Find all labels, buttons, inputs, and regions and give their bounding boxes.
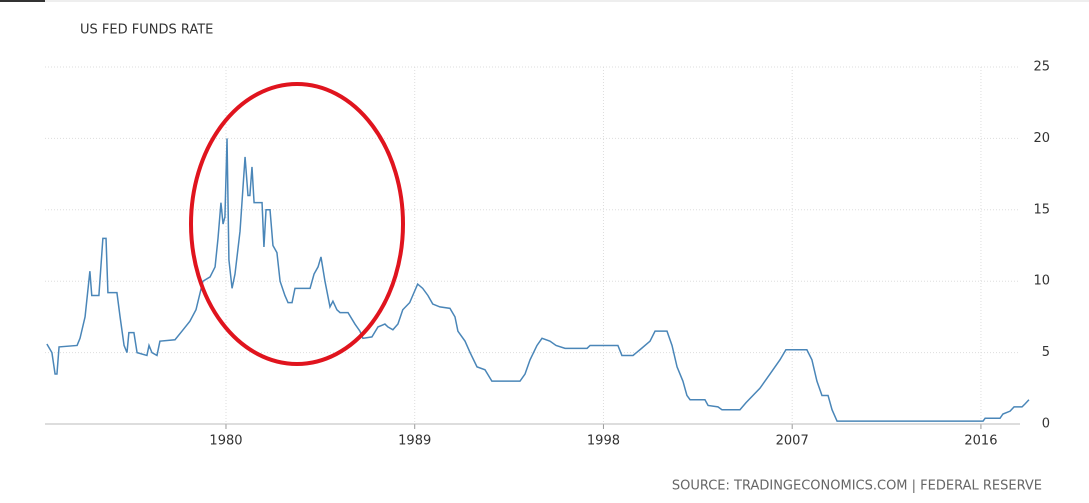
highlight-ellipse [189,82,405,366]
x-tick-label: 1980 [209,434,242,449]
source: SOURCE: TRADINGECONOMICS.COM | FEDERAL R… [672,479,1042,494]
y-tick-label: 10 [1033,274,1050,289]
x-tick-label: 2007 [776,434,809,449]
y-tick-label: 5 [1042,345,1050,360]
chart-title: US FED FUNDS RATE [80,23,213,38]
top-bar [0,0,45,2]
x-tick-label: 1998 [587,434,620,449]
x-tick-label: 1989 [398,434,431,449]
x-tick-label: 2016 [964,434,997,449]
plot: 0 5 10 15 20 25 1980 1989 1998 2007 2016 [45,60,1050,449]
y-tick-label: 25 [1033,60,1050,75]
y-tick-label: 15 [1033,202,1050,217]
y-tick-label: 0 [1042,417,1050,432]
y-tick-label: 20 [1033,131,1050,146]
